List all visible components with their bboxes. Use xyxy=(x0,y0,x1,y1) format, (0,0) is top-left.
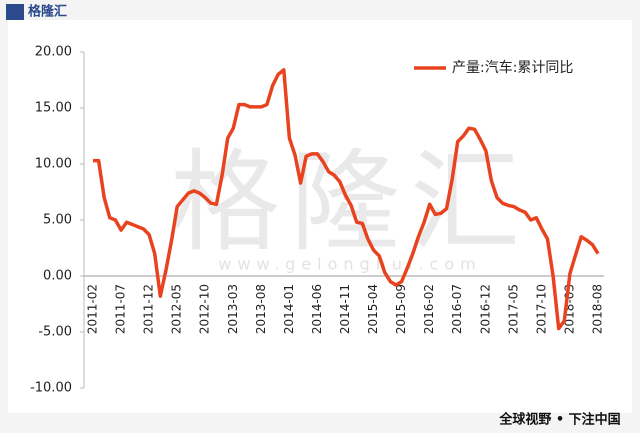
x-tick-label: 2018-08 xyxy=(591,284,605,334)
y-tick-label: 20.00 xyxy=(35,45,72,60)
x-tick-label: 2015-04 xyxy=(366,284,380,334)
y-tick-label: 0.00 xyxy=(43,269,72,284)
x-tick-label: 2016-07 xyxy=(450,284,464,334)
y-tick-label: -10.00 xyxy=(30,381,72,396)
y-tick-label: 10.00 xyxy=(35,157,72,172)
x-tick-label: 2013-03 xyxy=(226,284,240,334)
x-tick-label: 2012-10 xyxy=(198,284,212,334)
footer: 全球视野 • 下注中国 xyxy=(498,412,620,428)
logo-text: 格隆汇 xyxy=(28,4,67,20)
legend-label: 产量:汽车:累计同比 xyxy=(452,59,573,76)
x-tick-label: 2017-05 xyxy=(506,284,520,334)
x-tick-label: 2014-06 xyxy=(310,284,324,334)
x-tick-label: 2014-11 xyxy=(338,284,352,334)
y-tick-label: -5.00 xyxy=(38,325,72,340)
x-tick-label: 2011-12 xyxy=(142,284,156,334)
x-tick-label: 2015-09 xyxy=(394,284,408,334)
x-tick-label: 2012-05 xyxy=(170,284,184,334)
y-tick-label: 15.00 xyxy=(35,101,72,116)
watermark: 格隆汇 xyxy=(170,138,530,266)
y-tick-label: 5.00 xyxy=(43,213,72,228)
x-tick-label: 2016-02 xyxy=(422,284,436,334)
x-tick-label: 2016-12 xyxy=(478,284,492,334)
x-tick-label: 2011-02 xyxy=(86,284,100,334)
x-tick-label: 2017-10 xyxy=(534,284,548,334)
data-line xyxy=(93,68,600,331)
watermark-url: www.gelonghui.com xyxy=(218,255,481,274)
x-tick-label: 2014-01 xyxy=(282,284,296,334)
logo-icon xyxy=(6,4,24,20)
x-tick-label: 2013-08 xyxy=(254,284,268,334)
x-tick-label: 2011-07 xyxy=(114,284,128,334)
